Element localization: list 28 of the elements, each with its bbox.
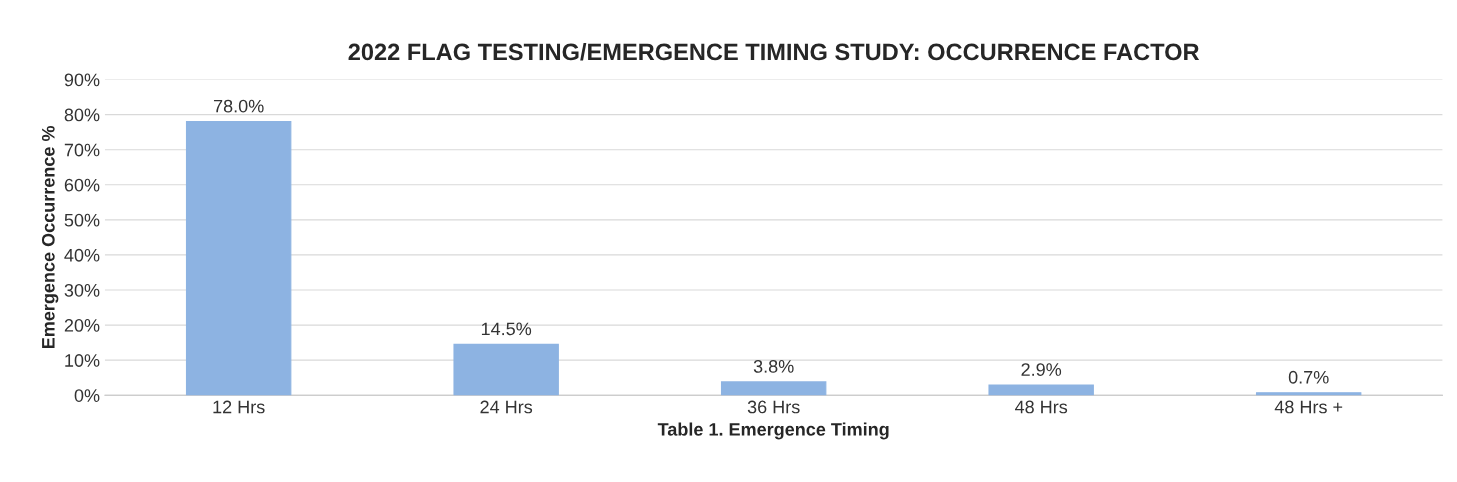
y-tick-label: 10% [65,354,100,367]
y-tick-label: 70% [64,143,100,157]
y-tick-label: 80% [64,108,100,122]
chart-title: 2022 FLAG TESTING/EMERGENCE TIMING STUDY: OCCURRENCE FACTOR [348,42,1200,61]
y-tick-label: 30% [64,283,100,297]
x-tick-label: 36 Hrs [747,400,800,414]
x-tick-label: 12 Hrs [213,400,265,414]
x-tick-label: 48 Hrs [1015,400,1068,414]
x-tick-label: 24 Hrs [480,400,533,414]
data-label: 0.7% [1288,370,1329,384]
data-label: 78.0% [213,99,264,113]
y-tick-label: 60% [64,178,100,192]
y-tick-label: 50% [64,213,100,227]
y-tick-label: 0% [74,389,100,402]
y-axis-title: Emergence Occurrence % [41,125,59,349]
y-tick-label: 40% [64,248,100,262]
y-tick-label: 90% [64,73,100,87]
bar [453,343,559,396]
y-tick-label: 20% [64,319,100,332]
data-label: 2.9% [1021,363,1062,376]
bar [988,384,1094,396]
x-axis-title: Table 1. Emergence Timing [657,422,889,440]
bar [1255,392,1362,396]
x-tick-label: 48 Hrs + [1274,400,1343,414]
bar [720,381,827,396]
bar [185,121,292,396]
data-label: 14.5% [481,322,532,336]
data-label: 3.8% [753,360,794,373]
